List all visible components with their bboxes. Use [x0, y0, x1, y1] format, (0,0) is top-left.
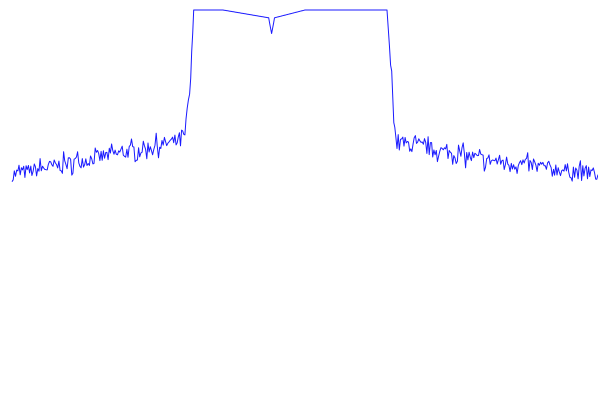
chart-traces — [11, 9, 598, 182]
series-line-1 — [11, 9, 598, 182]
